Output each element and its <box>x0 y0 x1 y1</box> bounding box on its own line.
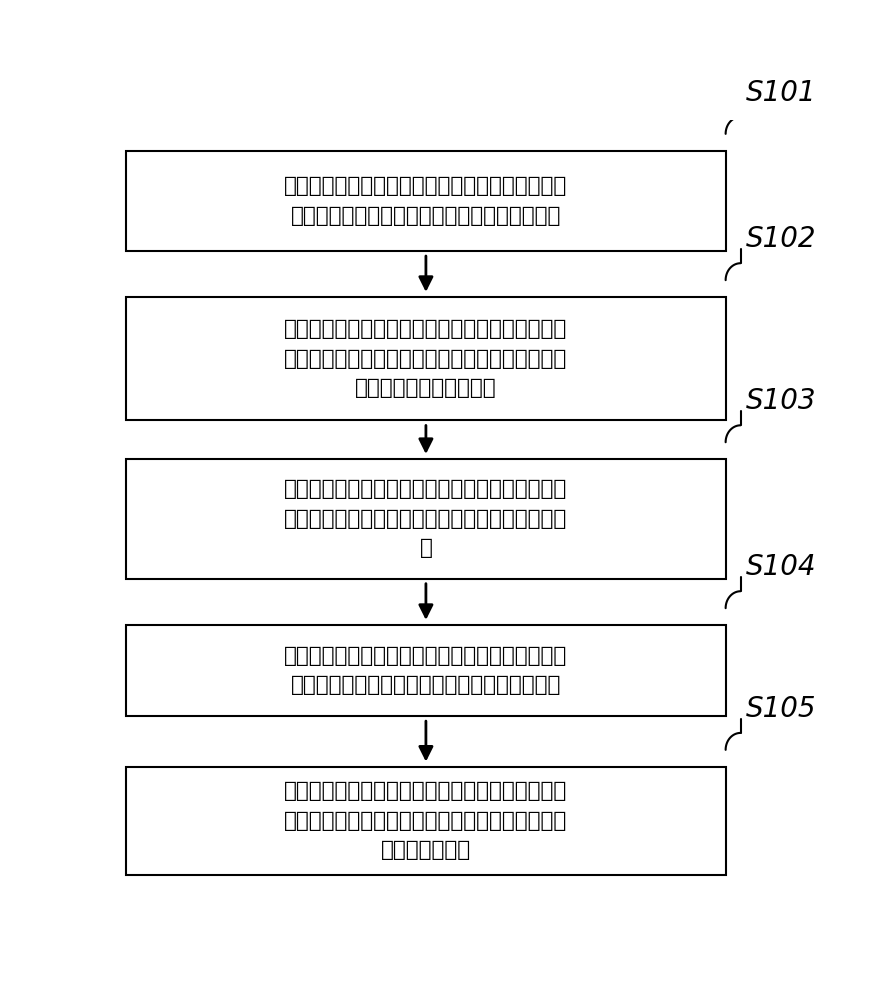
FancyBboxPatch shape <box>126 459 725 579</box>
Text: 通过所述射频接口接收所述待测终端通过每个所述
天线基于所述第一测试信号发射的第二测试信号: 通过所述射频接口接收所述待测终端通过每个所述 天线基于所述第一测试信号发射的第二… <box>284 646 567 695</box>
Text: S101: S101 <box>746 79 816 107</box>
Text: S103: S103 <box>746 387 816 415</box>
Text: 控制所述射频收发芯片生成测试信号，其中，所述
测试信号的频段与所述待测终端的工作频段相同: 控制所述射频收发芯片生成测试信号，其中，所述 测试信号的频段与所述待测终端的工作… <box>284 176 567 226</box>
FancyBboxPatch shape <box>126 767 725 875</box>
Text: 通过所述射频接口发射所述第一测试信号，以使所
述待测终端通过每个所述天线接收所述第一测试信
号: 通过所述射频接口发射所述第一测试信号，以使所 述待测终端通过每个所述天线接收所述… <box>284 479 567 558</box>
Text: S105: S105 <box>746 695 816 723</box>
FancyBboxPatch shape <box>126 297 725 420</box>
FancyBboxPatch shape <box>126 625 725 716</box>
Text: 检测接收到每个所述第二测试信号的信号强度是否
位于预设信号强度范围内，得到所述待测终端的天
线辐射测试结果: 检测接收到每个所述第二测试信号的信号强度是否 位于预设信号强度范围内，得到所述待… <box>284 781 567 860</box>
FancyBboxPatch shape <box>126 151 725 251</box>
Text: S102: S102 <box>746 225 816 253</box>
Text: 对所述测试信号的功率进行调整，得到第一测试信
号，其中，所述待测终端处于所述第一测试信号的
功率对应的信号发射范围: 对所述测试信号的功率进行调整，得到第一测试信 号，其中，所述待测终端处于所述第一… <box>284 319 567 398</box>
Text: S104: S104 <box>746 553 816 581</box>
